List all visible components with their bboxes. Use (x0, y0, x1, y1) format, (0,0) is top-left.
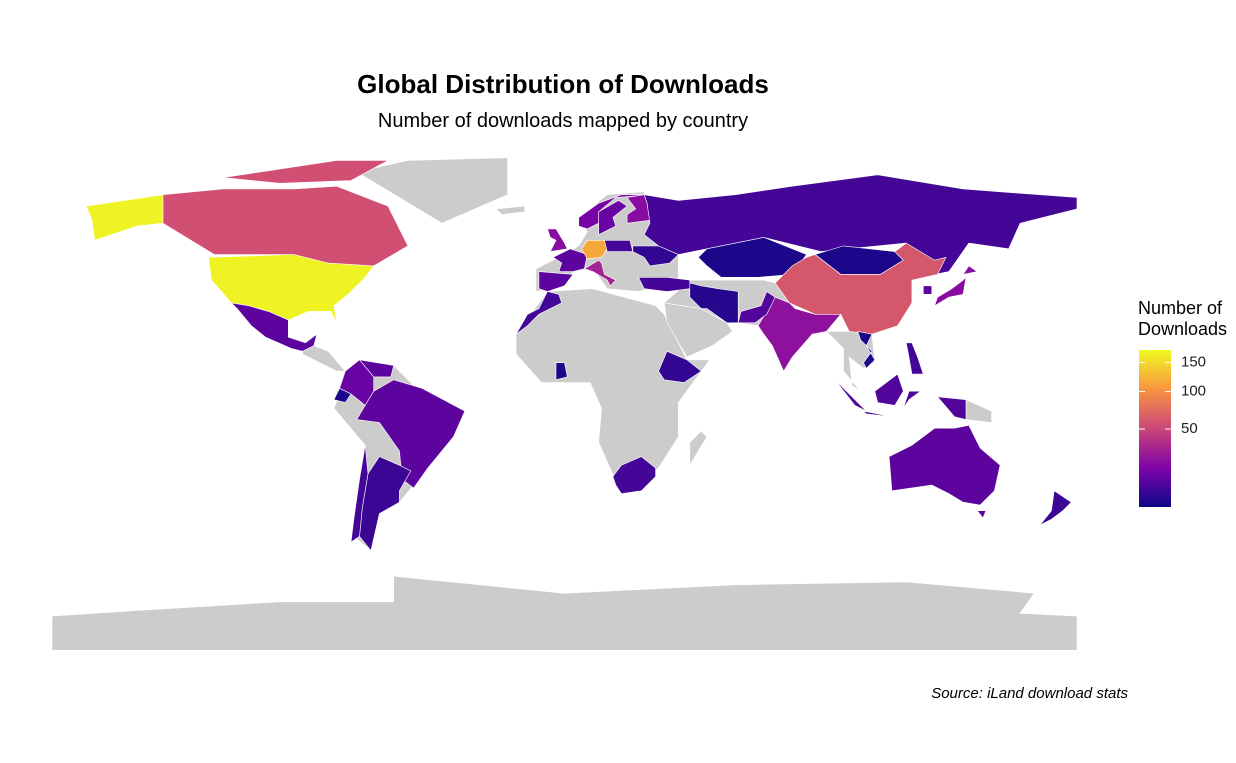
legend-title: Number of Downloads (1138, 298, 1228, 339)
country (737, 291, 776, 324)
countries (85, 160, 1078, 552)
country (538, 271, 574, 292)
country (689, 282, 739, 324)
country (333, 387, 352, 403)
caption: Source: iLand download stats (931, 685, 1128, 702)
chart-title: Global Distribution of Downloads (357, 69, 769, 99)
land-area (965, 399, 992, 423)
colorbar-tick-label: 150 (1181, 354, 1206, 371)
land-area (302, 345, 346, 372)
chart-subtitle: Number of downloads mapped by country (378, 110, 748, 132)
land-area (515, 288, 711, 495)
country (632, 245, 679, 267)
country (515, 291, 563, 335)
country (1039, 490, 1072, 526)
land (51, 157, 1078, 651)
land-area (51, 575, 1078, 651)
country (546, 228, 568, 252)
country (658, 350, 702, 383)
colorbar-tick-label: 50 (1181, 420, 1198, 437)
colorbar (1139, 350, 1171, 507)
country (757, 296, 842, 372)
legend: 50 100 150 (1139, 350, 1206, 507)
country (923, 285, 933, 295)
country (583, 259, 617, 287)
country (934, 265, 979, 307)
country (552, 248, 588, 272)
country (888, 424, 1001, 519)
country (774, 242, 947, 335)
country (358, 359, 395, 378)
land-area (495, 205, 525, 215)
country (612, 456, 656, 495)
country (162, 160, 409, 267)
country (697, 237, 807, 278)
land-area (689, 430, 708, 467)
country (578, 194, 650, 230)
country (598, 200, 628, 236)
country (905, 342, 924, 375)
country (857, 331, 876, 369)
country (834, 373, 967, 420)
country (230, 302, 318, 352)
country (643, 174, 1078, 275)
country (555, 362, 568, 381)
country (604, 240, 634, 252)
colorbar-tick-label: 100 (1181, 382, 1206, 399)
country (350, 445, 369, 543)
